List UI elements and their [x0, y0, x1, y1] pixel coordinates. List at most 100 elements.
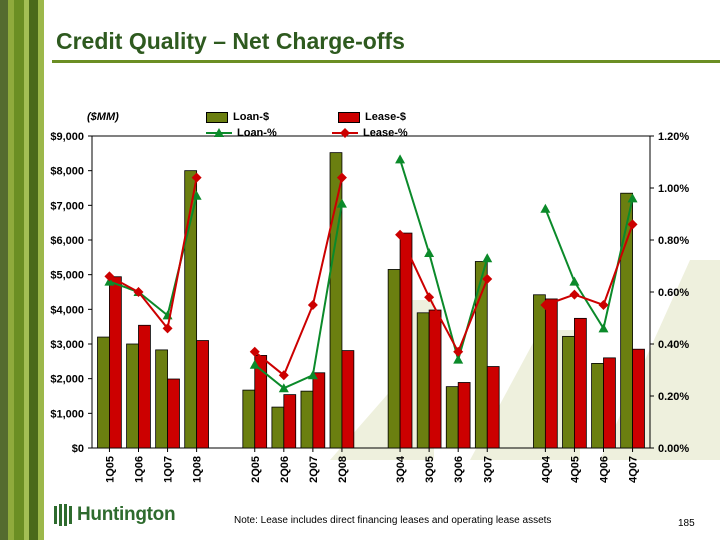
bar-lease-2q06 — [283, 394, 297, 449]
bar-lease-3q07 — [486, 366, 500, 449]
marker-loan-4q05 — [569, 276, 580, 286]
logo-mark-icon — [54, 504, 72, 526]
line-loan-segment — [109, 195, 198, 318]
title-rule — [52, 60, 720, 63]
marker-loan-3q04 — [395, 154, 406, 164]
marker-lease-3q06 — [453, 346, 464, 357]
left-stripe-decoration — [0, 0, 44, 540]
legend-label-loan-pct: Loan-% — [237, 127, 277, 139]
x-axis-tick-label: 1Q06 — [134, 456, 146, 483]
left-axis-tick-label: $1,000 — [50, 408, 84, 420]
page-title: Credit Quality – Net Charge-offs — [56, 28, 405, 54]
right-axis-tick-label: 0.20% — [658, 391, 689, 403]
right-axis-tick-label: 1.20% — [658, 131, 689, 143]
huntington-logo: Huntington — [54, 503, 176, 527]
left-axis-tick-label: $8,000 — [50, 166, 84, 178]
marker-loan-2q08 — [336, 198, 347, 208]
x-axis-tick-label: 2Q08 — [337, 456, 349, 483]
marker-loan-3q05 — [424, 248, 435, 257]
bar-loan-1q07 — [155, 349, 168, 449]
marker-loan-4q06 — [598, 323, 609, 333]
left-axis-tick-label: $5,000 — [50, 270, 84, 282]
bar-loan-3q06 — [445, 386, 459, 449]
legend-loan-dollar: Loan-$ — [206, 111, 269, 123]
legend-loan-pct: Loan-% — [206, 127, 277, 139]
bar-lease-4q05 — [574, 317, 587, 449]
bar-loan-4q04 — [533, 294, 546, 449]
bar-lease-4q04 — [544, 298, 558, 449]
legend-label-loan-dollar: Loan-$ — [233, 111, 270, 123]
marker-lease-1q06 — [133, 287, 144, 297]
right-axis-tick-label: 1.00% — [658, 183, 689, 195]
marker-lease-2q06 — [278, 370, 289, 381]
bar-loan-4q07 — [620, 192, 633, 449]
line-lease-segment — [108, 177, 198, 331]
axes-layer: $0 $1,000 $2,000 $3,000 $4,000 $5,000 $6,000 $7… — [50, 131, 689, 483]
marker-lease-2q07 — [307, 300, 318, 310]
bars-layer — [97, 152, 645, 449]
x-axis-tick-label: 2Q07 — [308, 456, 320, 483]
line-lease-segment — [545, 224, 634, 307]
footnote: Note: Lease includes direct financing le… — [234, 515, 552, 526]
x-axis-tick-label: 1Q05 — [104, 456, 116, 483]
legend-marker-loan-pct — [206, 128, 232, 137]
bar-lease-1q06 — [138, 324, 151, 449]
x-axis-tick-label: 4Q07 — [628, 456, 640, 483]
bar-loan-3q05 — [416, 312, 430, 449]
legend-label-lease-pct: Lease-% — [363, 127, 408, 139]
marker-lease-4q04 — [540, 300, 551, 310]
marker-loan-4q04 — [540, 203, 551, 213]
bar-loan-2q06 — [271, 406, 285, 449]
bar-loan-2q08 — [329, 152, 343, 449]
bar-loan-4q05 — [562, 335, 575, 449]
x-axis-tick-label: 3Q04 — [395, 455, 407, 483]
x-axis-tick-label: 4Q06 — [599, 456, 611, 483]
x-axis-tick-label: 4Q05 — [569, 456, 581, 483]
line-lease-segment — [399, 234, 489, 355]
marker-loan-3q07 — [482, 253, 493, 263]
legend-swatch-loan-dollar — [206, 111, 228, 123]
marker-lease-3q04 — [395, 229, 406, 240]
marker-lease-1q07 — [162, 323, 173, 334]
marker-loan-2q06 — [278, 383, 289, 393]
marker-loan-4q07 — [627, 193, 638, 203]
left-axis-tick-label: $0 — [72, 443, 84, 455]
bar-lease-1q07 — [167, 378, 180, 449]
legend-lease-dollar: Lease-$ — [338, 111, 406, 123]
page-number: 185 — [678, 518, 695, 529]
bar-loan-1q05 — [97, 336, 110, 449]
bar-lease-3q06 — [457, 382, 471, 449]
line-loan-segment — [254, 203, 343, 390]
x-axis-tick-label: 3Q06 — [453, 456, 465, 483]
bar-lease-3q04 — [399, 232, 413, 449]
left-axis-tick-label: $4,000 — [50, 304, 84, 316]
left-axis-tick-label: $6,000 — [50, 235, 84, 247]
line-lease-segment — [254, 177, 343, 377]
x-axis-tick-label: 1Q08 — [192, 456, 204, 483]
bar-loan-4q06 — [591, 363, 604, 449]
bar-lease-1q05 — [109, 276, 122, 449]
marker-loan-1q08 — [191, 190, 202, 200]
line-loan-segment — [399, 159, 489, 364]
marker-loan-2q07 — [307, 370, 318, 380]
left-axis-tick-label: $9,000 — [50, 131, 84, 143]
marker-lease-4q07 — [627, 219, 638, 230]
right-axis-tick-label: 0.00% — [658, 443, 689, 455]
bar-loan-3q07 — [474, 261, 488, 449]
bar-lease-2q07 — [312, 372, 326, 449]
bar-loan-3q04 — [387, 269, 401, 449]
marker-lease-2q05 — [249, 346, 260, 357]
marker-loan-3q06 — [453, 354, 464, 364]
left-axis-tick-label: $2,000 — [50, 374, 84, 386]
bar-loan-2q05 — [242, 389, 256, 449]
logo-text: Huntington — [77, 504, 176, 525]
left-axis-tick-label: $7,000 — [50, 200, 84, 212]
bar-lease-4q06 — [603, 357, 616, 449]
unit-label: ($MM) — [87, 111, 119, 123]
bar-loan-2q07 — [300, 390, 314, 449]
marker-lease-1q08 — [191, 172, 202, 183]
x-axis-tick-label: 3Q05 — [424, 456, 436, 483]
right-axis-tick-label: 0.80% — [658, 235, 689, 247]
bar-lease-3q05 — [428, 309, 442, 449]
